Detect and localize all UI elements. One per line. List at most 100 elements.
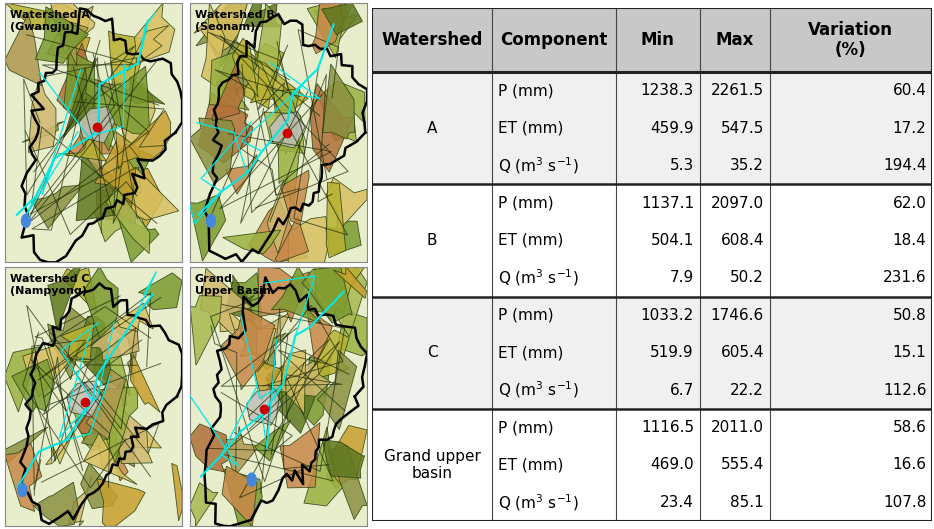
Text: Watershed: Watershed bbox=[381, 31, 483, 49]
Polygon shape bbox=[307, 3, 347, 58]
Text: 18.4: 18.4 bbox=[893, 233, 927, 248]
Text: Variation
(%): Variation (%) bbox=[808, 21, 894, 59]
Polygon shape bbox=[316, 267, 367, 337]
Polygon shape bbox=[5, 3, 51, 30]
Polygon shape bbox=[70, 72, 116, 123]
Polygon shape bbox=[306, 306, 333, 365]
Polygon shape bbox=[59, 355, 93, 366]
Polygon shape bbox=[280, 423, 320, 488]
Text: 1137.1: 1137.1 bbox=[641, 196, 694, 211]
Polygon shape bbox=[62, 268, 97, 312]
Polygon shape bbox=[106, 187, 149, 253]
Bar bbox=[372, 184, 932, 297]
Polygon shape bbox=[106, 168, 163, 229]
Polygon shape bbox=[22, 345, 71, 397]
Polygon shape bbox=[116, 409, 152, 463]
Text: Q (m$^{3}$ s$^{-1}$): Q (m$^{3}$ s$^{-1}$) bbox=[498, 156, 578, 176]
Polygon shape bbox=[111, 144, 151, 205]
Polygon shape bbox=[306, 330, 349, 379]
Polygon shape bbox=[270, 112, 305, 148]
Text: 6.7: 6.7 bbox=[670, 382, 694, 398]
Text: Grand upper
basin: Grand upper basin bbox=[384, 449, 480, 481]
Polygon shape bbox=[276, 216, 308, 262]
Text: 231.6: 231.6 bbox=[883, 270, 927, 285]
Polygon shape bbox=[304, 352, 333, 425]
Polygon shape bbox=[190, 296, 221, 365]
Polygon shape bbox=[77, 316, 112, 385]
Polygon shape bbox=[318, 350, 357, 430]
Polygon shape bbox=[105, 66, 149, 135]
Text: 459.9: 459.9 bbox=[650, 121, 694, 136]
Polygon shape bbox=[281, 170, 309, 225]
Polygon shape bbox=[52, 16, 89, 66]
Polygon shape bbox=[76, 156, 120, 221]
Polygon shape bbox=[278, 122, 300, 206]
Text: P (mm): P (mm) bbox=[498, 196, 554, 211]
Polygon shape bbox=[209, 50, 248, 110]
Polygon shape bbox=[116, 132, 140, 169]
Polygon shape bbox=[108, 31, 147, 86]
Polygon shape bbox=[112, 303, 153, 344]
Polygon shape bbox=[263, 112, 304, 153]
Text: ET (mm): ET (mm) bbox=[498, 345, 563, 360]
Polygon shape bbox=[225, 154, 258, 194]
Polygon shape bbox=[266, 365, 315, 433]
Polygon shape bbox=[328, 445, 367, 519]
Polygon shape bbox=[250, 43, 276, 103]
Text: 62.0: 62.0 bbox=[893, 196, 927, 211]
Polygon shape bbox=[67, 381, 103, 417]
Polygon shape bbox=[302, 267, 352, 323]
Polygon shape bbox=[321, 3, 362, 35]
Text: 16.6: 16.6 bbox=[893, 458, 927, 472]
Text: 15.1: 15.1 bbox=[893, 345, 927, 360]
Polygon shape bbox=[258, 267, 309, 322]
Polygon shape bbox=[130, 354, 161, 413]
Polygon shape bbox=[273, 88, 300, 154]
Text: 504.1: 504.1 bbox=[651, 233, 694, 248]
Text: A: A bbox=[427, 121, 437, 136]
Bar bbox=[372, 297, 932, 409]
Polygon shape bbox=[244, 3, 280, 26]
Circle shape bbox=[206, 214, 216, 227]
Polygon shape bbox=[127, 25, 169, 71]
Polygon shape bbox=[46, 425, 76, 464]
Polygon shape bbox=[212, 57, 245, 121]
Polygon shape bbox=[64, 50, 95, 126]
Text: 605.4: 605.4 bbox=[720, 345, 764, 360]
Text: 50.2: 50.2 bbox=[730, 270, 764, 285]
Text: 60.4: 60.4 bbox=[893, 83, 927, 98]
Polygon shape bbox=[248, 202, 308, 262]
Polygon shape bbox=[128, 326, 138, 383]
Text: 35.2: 35.2 bbox=[730, 158, 764, 173]
Text: P (mm): P (mm) bbox=[498, 308, 554, 323]
Polygon shape bbox=[271, 267, 326, 323]
Polygon shape bbox=[304, 427, 343, 506]
Text: 107.8: 107.8 bbox=[884, 495, 927, 510]
Polygon shape bbox=[66, 114, 118, 156]
Text: Grand
Upper Basin: Grand Upper Basin bbox=[195, 275, 271, 296]
Polygon shape bbox=[28, 77, 56, 152]
Polygon shape bbox=[61, 323, 93, 362]
Polygon shape bbox=[58, 132, 106, 161]
Text: ET (mm): ET (mm) bbox=[498, 233, 563, 248]
Text: P (mm): P (mm) bbox=[498, 420, 554, 435]
Text: 2097.0: 2097.0 bbox=[711, 196, 764, 211]
Text: Component: Component bbox=[501, 31, 607, 49]
Polygon shape bbox=[326, 178, 367, 232]
Polygon shape bbox=[106, 428, 128, 481]
Bar bbox=[372, 409, 932, 521]
Polygon shape bbox=[97, 387, 132, 468]
Polygon shape bbox=[220, 307, 275, 390]
Text: 112.6: 112.6 bbox=[883, 382, 927, 398]
Polygon shape bbox=[94, 195, 124, 242]
Text: 17.2: 17.2 bbox=[893, 121, 927, 136]
Polygon shape bbox=[247, 389, 282, 425]
Polygon shape bbox=[113, 83, 155, 150]
Polygon shape bbox=[190, 483, 218, 526]
Polygon shape bbox=[218, 40, 257, 103]
Polygon shape bbox=[315, 267, 365, 321]
Text: P (mm): P (mm) bbox=[498, 83, 554, 98]
Polygon shape bbox=[75, 409, 113, 434]
Polygon shape bbox=[12, 359, 55, 412]
Text: 555.4: 555.4 bbox=[721, 458, 764, 472]
